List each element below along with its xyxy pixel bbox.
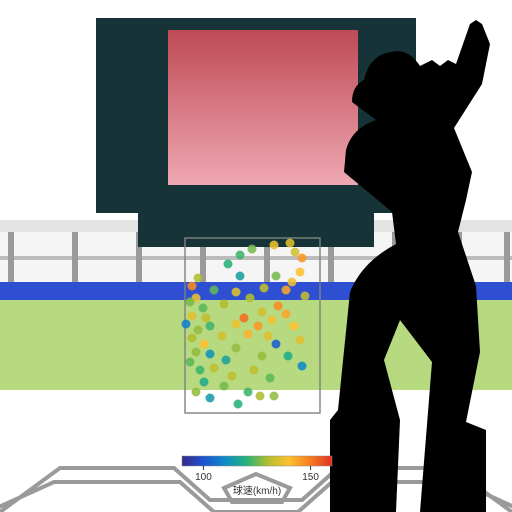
pitch-point	[200, 340, 209, 349]
pitch-point	[206, 394, 215, 403]
pitch-point	[301, 292, 310, 301]
pitch-point	[232, 344, 241, 353]
pitch-point	[250, 366, 259, 375]
pitch-point	[244, 330, 253, 339]
pitch-point	[272, 272, 281, 281]
pitch-point	[206, 350, 215, 359]
pitch-point	[220, 300, 229, 309]
scoreboard-screen	[168, 30, 358, 185]
pitch-point	[194, 274, 203, 283]
pitch-point	[192, 348, 201, 357]
stand-pillar	[72, 232, 78, 282]
pitch-point	[258, 352, 267, 361]
pitch-point	[240, 314, 249, 323]
pitch-point	[246, 294, 255, 303]
pitch-point	[286, 239, 295, 248]
pitch-point	[298, 362, 307, 371]
pitch-point	[218, 332, 227, 341]
pitch-point	[188, 282, 197, 291]
pitch-point	[296, 268, 305, 277]
pitch-point	[194, 326, 203, 335]
pitch-point	[188, 334, 197, 343]
scoreboard-base	[138, 213, 374, 247]
pitch-point	[232, 320, 241, 329]
pitch-point	[244, 388, 253, 397]
pitch-point	[256, 392, 265, 401]
pitch-point	[282, 286, 291, 295]
pitch-point	[228, 372, 237, 381]
pitch-point	[288, 278, 297, 287]
pitch-point	[199, 304, 208, 313]
pitch-point	[202, 314, 211, 323]
pitch-point	[290, 322, 299, 331]
pitch-point	[254, 322, 263, 331]
pitch-point	[236, 251, 245, 260]
pitch-point	[272, 340, 281, 349]
colorbar-title: 球速(km/h)	[233, 484, 281, 497]
pitch-point	[268, 316, 277, 325]
pitch-point	[206, 322, 215, 331]
colorbar-bar	[182, 456, 332, 466]
stand-pillar	[504, 232, 510, 282]
pitch-point	[258, 308, 267, 317]
pitch-point	[234, 400, 243, 409]
pitch-point	[270, 392, 279, 401]
pitch-point	[296, 336, 305, 345]
pitch-point	[186, 298, 195, 307]
pitch-point	[220, 382, 229, 391]
pitch-point	[274, 302, 283, 311]
pitch-point	[196, 366, 205, 375]
pitch-point	[224, 260, 233, 269]
pitch-point	[186, 358, 195, 367]
colorbar-tick-label: 100	[195, 472, 212, 483]
pitch-point	[264, 332, 273, 341]
pitch-point	[222, 356, 231, 365]
pitch-point	[260, 284, 269, 293]
stand-pillar	[8, 232, 14, 282]
pitch-point	[282, 310, 291, 319]
pitch-point	[200, 378, 209, 387]
pitch-point	[248, 245, 257, 254]
pitch-point	[232, 288, 241, 297]
pitch-point	[298, 254, 307, 263]
pitch-point	[266, 374, 275, 383]
colorbar-tick-label: 150	[302, 472, 319, 483]
pitch-point	[188, 312, 197, 321]
pitch-point	[210, 286, 219, 295]
pitch-point	[192, 388, 201, 397]
pitch-point	[182, 320, 191, 329]
pitch-point	[291, 248, 300, 257]
pitch-point	[236, 272, 245, 281]
pitch-point	[270, 241, 279, 250]
pitch-point	[284, 352, 293, 361]
pitch-point	[210, 364, 219, 373]
